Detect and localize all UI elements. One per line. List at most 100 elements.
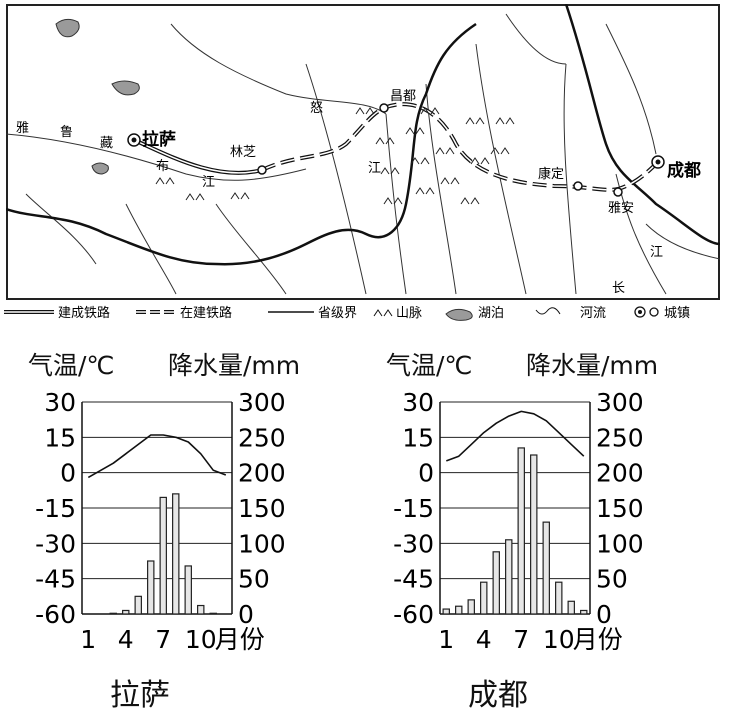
river-lines	[6, 13, 720, 295]
precipitation-axis-title: 降水量/mm	[168, 351, 301, 380]
precipitation-bar	[467, 599, 475, 615]
precipitation-tick-label: 100	[238, 529, 286, 558]
temperature-tick-label: -45	[393, 565, 434, 594]
temperature-tick-label: -30	[393, 529, 434, 558]
temperature-tick-label: -45	[35, 565, 76, 594]
svg-text:在建铁路: 在建铁路	[180, 305, 232, 321]
town-nyingchi	[257, 165, 267, 175]
chart-plot-lhasa: 30 300 15 250 0 200 -15 150 -30 100 -45 50 -60 0 1 4 7 10…	[35, 388, 286, 654]
lake-shape	[91, 162, 109, 175]
map-legend: 建成铁路 在建铁路 省级界 山脉 湖泊 河流 城镇	[4, 305, 690, 321]
label-nyingchi: 林芝	[230, 144, 256, 160]
temperature-tick-label: -60	[393, 600, 434, 629]
month-tick-label: 7	[513, 625, 529, 654]
precipitation-tick-label: 250	[596, 423, 644, 452]
month-tick-label: 4	[118, 625, 134, 654]
map-frame	[6, 4, 720, 300]
precipitation-tick-label: 100	[596, 529, 644, 558]
precipitation-bar	[159, 496, 167, 615]
city-caption-chengdu: 成都	[468, 678, 528, 713]
temperature-axis-title: 气温/℃	[386, 351, 473, 380]
chart-plot-chengdu: 30 300 15 250 0 200 -15 150 -30 100 -45 50 -60 0 1 4 7 10…	[393, 388, 644, 654]
lake-shape	[55, 18, 80, 38]
month-tick-label: 7	[155, 625, 171, 654]
temperature-tick-label: -15	[393, 494, 434, 523]
x-axis-label: 月份	[215, 625, 265, 654]
svg-text:省级界: 省级界	[318, 306, 357, 321]
town-lhasa	[127, 133, 141, 147]
city-caption-lhasa: 拉萨	[110, 678, 170, 713]
temperature-tick-label: 0	[60, 459, 76, 488]
precipitation-bar	[455, 605, 463, 615]
temperature-tick-label: 0	[418, 459, 434, 488]
river-label: 雅	[16, 121, 29, 136]
label-yaan: 雅安	[608, 201, 634, 216]
climate-chart-lhasa: 气温/℃ 降水量/mm 30 300 15 250 0 200 -15 150 -30 100 -4…	[20, 340, 370, 713]
temperature-tick-label: 15	[402, 423, 434, 452]
precipitation-bar	[172, 493, 180, 615]
precipitation-bar	[134, 595, 142, 615]
precipitation-tick-label: 300	[596, 388, 644, 417]
month-tick-label: 10	[543, 625, 575, 654]
temperature-tick-label: -15	[35, 494, 76, 523]
precipitation-bar	[184, 565, 192, 615]
legend-lake: 湖泊	[445, 306, 504, 321]
temperature-line	[87, 434, 227, 479]
provincial-boundary	[6, 22, 477, 266]
town-qamdo	[379, 103, 389, 113]
precipitation-tick-label: 200	[596, 459, 644, 488]
town-yaan	[613, 187, 623, 197]
svg-text:河流: 河流	[580, 306, 606, 321]
label-kangding: 康定	[538, 166, 564, 182]
precipitation-bar	[530, 454, 538, 615]
svg-text:山脉: 山脉	[396, 306, 422, 321]
precipitation-bar	[505, 539, 513, 615]
temperature-tick-label: -60	[35, 600, 76, 629]
town-chengdu	[651, 155, 665, 169]
precipitation-tick-label: 0	[238, 600, 254, 629]
precipitation-tick-label: 50	[596, 565, 628, 594]
precipitation-bar	[542, 521, 550, 615]
month-tick-label: 1	[438, 625, 454, 654]
lake-shape	[111, 80, 140, 96]
precipitation-tick-label: 150	[238, 494, 286, 523]
map-panel: 拉萨 成都 林芝 昌都 康定 雅安 雅 鲁 藏 布 江 怒 江 长 江	[6, 4, 720, 300]
river-label: 江	[650, 245, 663, 260]
temperature-tick-label: 15	[44, 423, 76, 452]
precipitation-tick-label: 200	[238, 459, 286, 488]
precipitation-bar	[197, 604, 205, 615]
river-label: 江	[368, 161, 381, 176]
river-label: 鲁	[60, 125, 73, 140]
precipitation-bar	[147, 560, 155, 615]
precipitation-bar	[442, 608, 450, 615]
river-label: 长	[612, 281, 625, 296]
label-lhasa: 拉萨	[142, 129, 176, 150]
precipitation-tick-label: 150	[596, 494, 644, 523]
temperature-tick-label: 30	[44, 388, 76, 417]
temperature-axis-title: 气温/℃	[28, 351, 115, 380]
svg-text:建成铁路: 建成铁路	[58, 305, 110, 321]
river-label: 藏	[100, 136, 113, 151]
precipitation-bar	[580, 609, 588, 615]
river-label: 怒	[310, 101, 323, 116]
svg-text:城镇: 城镇	[664, 306, 690, 321]
precipitation-bar	[109, 612, 117, 615]
precipitation-tick-label: 250	[238, 423, 286, 452]
mountain-symbols	[155, 107, 515, 205]
provincial-boundary	[564, 4, 720, 246]
climate-chart-chengdu: 气温/℃ 降水量/mm 30 300 15 250 0 200 -15 150 -30 100 -4…	[378, 340, 728, 713]
river-label: 布	[156, 159, 169, 174]
river-label: 江	[202, 175, 215, 190]
legend-provincial-boundary: 省级界	[268, 306, 357, 321]
precipitation-tick-label: 300	[238, 388, 286, 417]
label-qamdo: 昌都	[390, 89, 416, 104]
temperature-tick-label: -30	[35, 529, 76, 558]
precipitation-bar	[122, 609, 130, 615]
legend-town: 城镇	[634, 306, 690, 321]
precipitation-bar	[517, 447, 525, 615]
precipitation-bar	[209, 612, 217, 615]
precipitation-bar	[555, 581, 563, 615]
month-tick-label: 4	[476, 625, 492, 654]
precipitation-tick-label: 50	[238, 565, 270, 594]
legend-railway-under-construction: 在建铁路	[136, 305, 232, 321]
